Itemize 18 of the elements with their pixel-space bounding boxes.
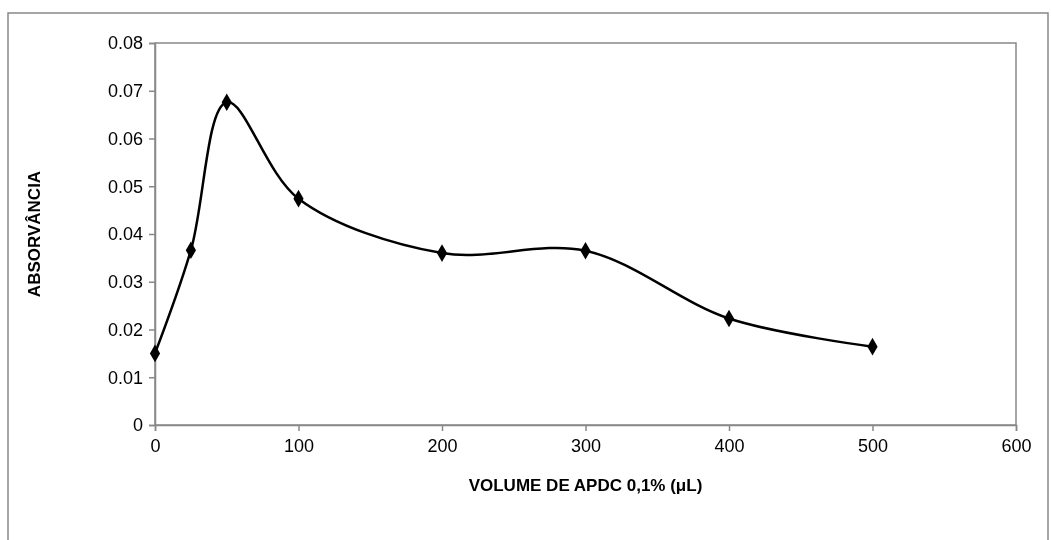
x-tick-label: 500 (857, 435, 889, 456)
y-tick-label: 0.04 (107, 224, 143, 245)
y-axis-title: ABSORVÂNCIA (25, 170, 44, 298)
y-tick-label: 0.02 (107, 319, 143, 340)
x-tick-label: 0 (150, 435, 161, 456)
y-tick-label: 0.08 (107, 33, 143, 54)
y-tick-label: 0.01 (107, 367, 143, 388)
y-tick-label: 0.03 (107, 272, 143, 293)
x-tick-label: 600 (1001, 435, 1032, 456)
x-tick-label: 100 (283, 435, 315, 456)
x-tick-label: 300 (570, 435, 602, 456)
y-tick-label: 0.07 (107, 81, 143, 102)
x-tick-label: 400 (714, 435, 745, 456)
x-axis-title: VOLUME DE APDC 0,1% (μL) (468, 476, 703, 495)
y-tick-label: 0.06 (107, 128, 143, 149)
y-tick-label: 0 (132, 415, 143, 436)
y-tick-label: 0.05 (107, 176, 143, 197)
x-tick-label: 200 (427, 435, 458, 456)
